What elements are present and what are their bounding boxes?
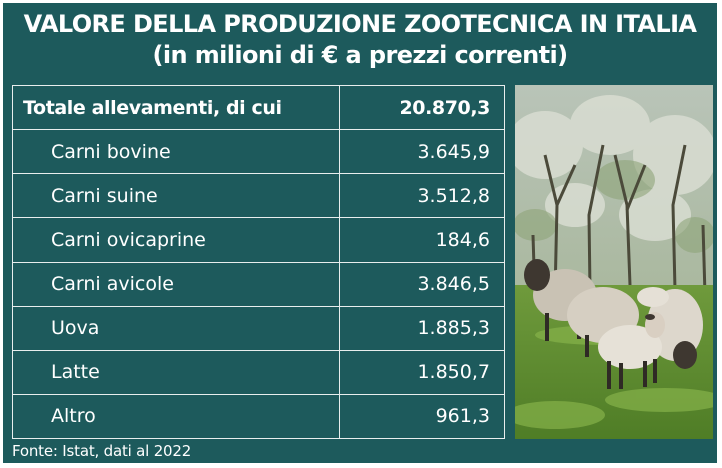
row-value: 3.512,8 (339, 173, 505, 219)
table-row: Latte 1.850,7 (12, 349, 505, 395)
row-value: 3.846,5 (339, 261, 505, 307)
sheep-orchard-illustration (515, 85, 713, 439)
table-row-total: Totale allevamenti, di cui 20.870,3 (12, 84, 505, 131)
table-row: Altro 961,3 (12, 393, 505, 440)
title: VALORE DELLA PRODUZIONE ZOOTECNICA IN IT… (3, 9, 717, 71)
sheep-orchard-photo (515, 85, 713, 439)
row-value: 1.885,3 (339, 305, 505, 351)
row-label: Uova (12, 305, 340, 351)
row-label: Carni avicole (12, 261, 340, 307)
title-line-2: (in milioni di € a prezzi correnti) (152, 41, 568, 69)
infographic-panel: VALORE DELLA PRODUZIONE ZOOTECNICA IN IT… (3, 3, 717, 463)
table-row: Carni bovine 3.645,9 (12, 129, 505, 175)
table-row: Carni ovicaprine 184,6 (12, 217, 505, 263)
table-row: Carni suine 3.512,8 (12, 173, 505, 219)
row-label: Latte (12, 349, 340, 395)
row-label: Carni suine (12, 173, 340, 219)
row-value: 3.645,9 (339, 129, 505, 175)
row-label: Totale allevamenti, di cui (12, 84, 340, 131)
row-label: Carni bovine (12, 129, 340, 175)
row-value: 961,3 (339, 393, 505, 440)
row-value: 20.870,3 (339, 84, 505, 131)
row-label: Altro (12, 393, 340, 440)
source-note: Fonte: Istat, dati al 2022 (12, 442, 192, 460)
title-line-1: VALORE DELLA PRODUZIONE ZOOTECNICA IN IT… (23, 10, 697, 38)
table-row: Uova 1.885,3 (12, 305, 505, 351)
production-table: Totale allevamenti, di cui 20.870,3 Carn… (12, 84, 505, 440)
row-label: Carni ovicaprine (12, 217, 340, 263)
row-value: 184,6 (339, 217, 505, 263)
table-row: Carni avicole 3.846,5 (12, 261, 505, 307)
row-value: 1.850,7 (339, 349, 505, 395)
